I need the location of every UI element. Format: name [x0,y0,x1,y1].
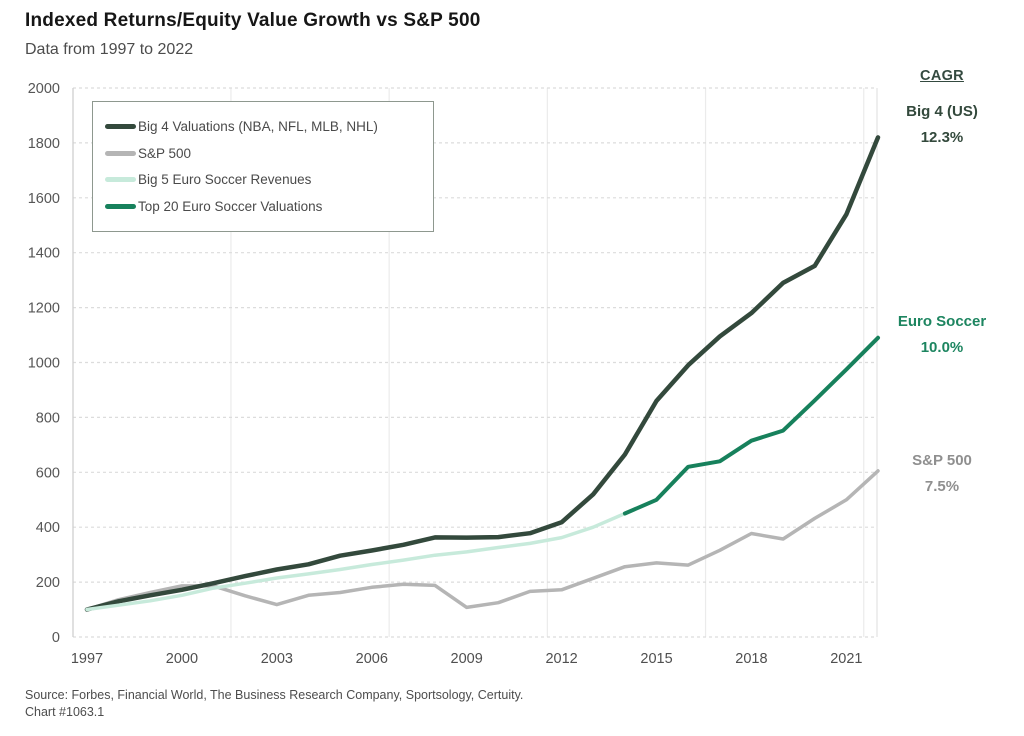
y-axis-tick-label: 1200 [28,301,60,317]
y-axis-tick-label: 600 [36,465,60,481]
cagr-entry-sp500: S&P 500 7.5% [872,452,1012,495]
x-axis-tick-label: 2003 [261,651,293,667]
legend-line-icon [105,177,136,183]
x-axis-tick-label: 2000 [166,651,198,667]
legend: Big 4 Valuations (NBA, NFL, MLB, NHL) S&P… [92,101,434,232]
source-note: Source: Forbes, Financial World, The Bus… [25,688,524,702]
legend-line-icon [105,204,136,210]
y-axis-tick-label: 400 [36,520,60,536]
cagr-entry-euro-soccer: Euro Soccer 10.0% [872,313,1012,356]
cagr-big4-value: 12.3% [920,129,964,146]
legend-item-label: Big 4 Valuations (NBA, NFL, MLB, NHL) [138,118,378,134]
x-axis-tick-label: 2018 [735,651,767,667]
series-line-big-5-euro-soccer-revenues [85,511,627,612]
legend-line-icon [105,150,136,156]
legend-item-label: S&P 500 [138,145,192,161]
cagr-header: CAGR [920,68,964,84]
legend-item: S&P 500 [105,146,427,161]
legend-item: Top 20 Euro Soccer Valuations [105,199,427,214]
y-axis-tick-label: 2000 [28,81,60,97]
cagr-sp500-label: S&P 500 [912,452,972,469]
cagr-entry-big4: Big 4 (US) 12.3% [872,103,1012,146]
x-axis-tick-label: 2006 [356,651,388,667]
legend-item: Big 4 Valuations (NBA, NFL, MLB, NHL) [105,119,427,134]
x-axis-tick-label: 2021 [830,651,862,667]
y-axis-tick-label: 200 [36,575,60,591]
x-axis-tick-label: 1997 [71,651,103,667]
legend-line-icon [105,123,136,129]
cagr-euro-label: Euro Soccer [897,313,987,330]
cagr-sp500-value: 7.5% [924,478,960,495]
y-axis-tick-label: 800 [36,410,60,426]
legend-item-label: Top 20 Euro Soccer Valuations [138,199,323,215]
y-axis-tick-label: 1800 [28,136,60,152]
legend-item: Big 5 Euro Soccer Revenues [105,172,427,187]
chart-number: Chart #1063.1 [25,705,105,719]
series-line-big-4-valuations-nba-nfl-mlb-nhl- [84,135,881,612]
page-subtitle: Data from 1997 to 2022 [25,41,194,58]
series-line-top-20-euro-soccer-valuations [622,335,880,516]
x-axis-tick-label: 2015 [640,651,672,667]
x-axis-tick-label: 2012 [545,651,577,667]
cagr-big4-label: Big 4 (US) [906,103,978,120]
x-axis-tick-label: 2009 [451,651,483,667]
y-axis-tick-label: 1400 [28,246,60,262]
cagr-euro-value: 10.0% [920,339,964,356]
footer: Source: Forbes, Financial World, The Bus… [25,687,523,721]
y-axis-tick-label: 1000 [28,356,60,372]
legend-item-label: Big 5 Euro Soccer Revenues [138,172,312,188]
page-title: Indexed Returns/Equity Value Growth vs S… [25,10,481,31]
y-axis-tick-label: 0 [52,630,60,646]
y-axis-tick-label: 1600 [28,191,60,207]
